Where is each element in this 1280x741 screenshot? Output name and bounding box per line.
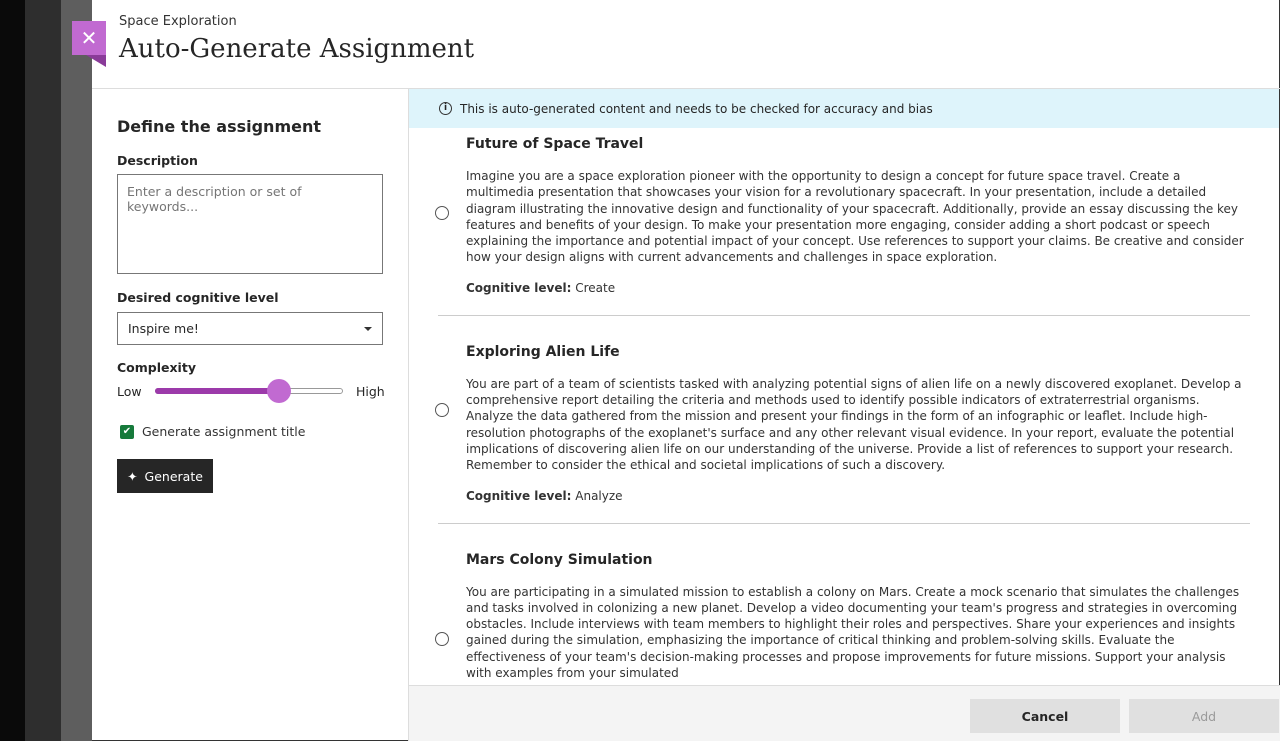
- footer: Cancel Add: [409, 685, 1280, 741]
- select-radio[interactable]: [435, 402, 449, 417]
- cancel-button[interactable]: Cancel: [970, 699, 1120, 733]
- backdrop-page-overlay: [61, 0, 92, 741]
- result-item[interactable]: Mars Colony Simulation You are participa…: [435, 524, 1250, 685]
- auto-generate-modal: Space Exploration Auto-Generate Assignme…: [92, 0, 1280, 741]
- cognitive-level: Cognitive level: Analyze: [466, 488, 623, 503]
- caret-down-icon: [364, 327, 372, 331]
- check-icon: ✔: [122, 426, 132, 437]
- result-item[interactable]: Future of Space Travel Imagine you are a…: [435, 128, 1250, 316]
- header-divider: [92, 88, 1280, 89]
- close-button[interactable]: ✕: [72, 21, 106, 67]
- complexity-fill: [155, 388, 280, 394]
- generate-title-label: Generate assignment title: [142, 424, 306, 439]
- cognitive-level-select[interactable]: Inspire me!: [117, 312, 383, 345]
- result-title: Mars Colony Simulation: [466, 551, 653, 568]
- description-label: Description: [117, 153, 198, 168]
- complexity-slider-thumb[interactable]: [267, 379, 292, 403]
- backdrop-sidebar: [0, 0, 25, 741]
- generate-title-checkbox[interactable]: ✔: [120, 425, 134, 439]
- result-body: You are participating in a simulated mis…: [466, 584, 1240, 681]
- results-panel: i This is auto-generated content and need…: [408, 89, 1280, 741]
- result-body: You are part of a team of scientists tas…: [466, 376, 1242, 473]
- banner-text: This is auto-generated content and needs…: [460, 101, 933, 116]
- result-item[interactable]: Exploring Alien Life You are part of a t…: [435, 316, 1250, 524]
- add-button[interactable]: Add: [1129, 699, 1279, 733]
- result-title: Exploring Alien Life: [466, 343, 620, 360]
- info-banner: i This is auto-generated content and need…: [409, 89, 1279, 128]
- cognitive-level-label: Desired cognitive level: [117, 290, 279, 305]
- description-input[interactable]: [117, 174, 383, 274]
- selected-value: Inspire me!: [128, 321, 199, 336]
- complexity-high-label: High: [356, 384, 385, 399]
- result-body: Imagine you are a space exploration pion…: [466, 169, 1244, 265]
- panel-heading: Define the assignment: [117, 117, 321, 136]
- select-radio[interactable]: [435, 206, 449, 221]
- modal-title: Auto-Generate Assignment: [119, 34, 475, 64]
- close-icon: ✕: [80, 27, 98, 50]
- backdrop-page: [25, 0, 61, 741]
- sparkle-icon: ✦: [127, 468, 138, 484]
- complexity-label: Complexity: [117, 360, 196, 375]
- course-name: Space Exploration: [119, 14, 237, 29]
- generate-label: Generate: [144, 468, 203, 484]
- cognitive-level: Cognitive level: Create: [466, 280, 616, 295]
- generate-button[interactable]: ✦ Generate: [117, 459, 213, 493]
- info-icon: i: [439, 102, 452, 115]
- result-title: Future of Space Travel: [466, 136, 644, 152]
- define-panel: Define the assignment Description Desire…: [92, 89, 408, 741]
- complexity-low-label: Low: [117, 384, 142, 399]
- select-radio[interactable]: [435, 631, 449, 646]
- results-list[interactable]: Future of Space Travel Imagine you are a…: [409, 128, 1280, 685]
